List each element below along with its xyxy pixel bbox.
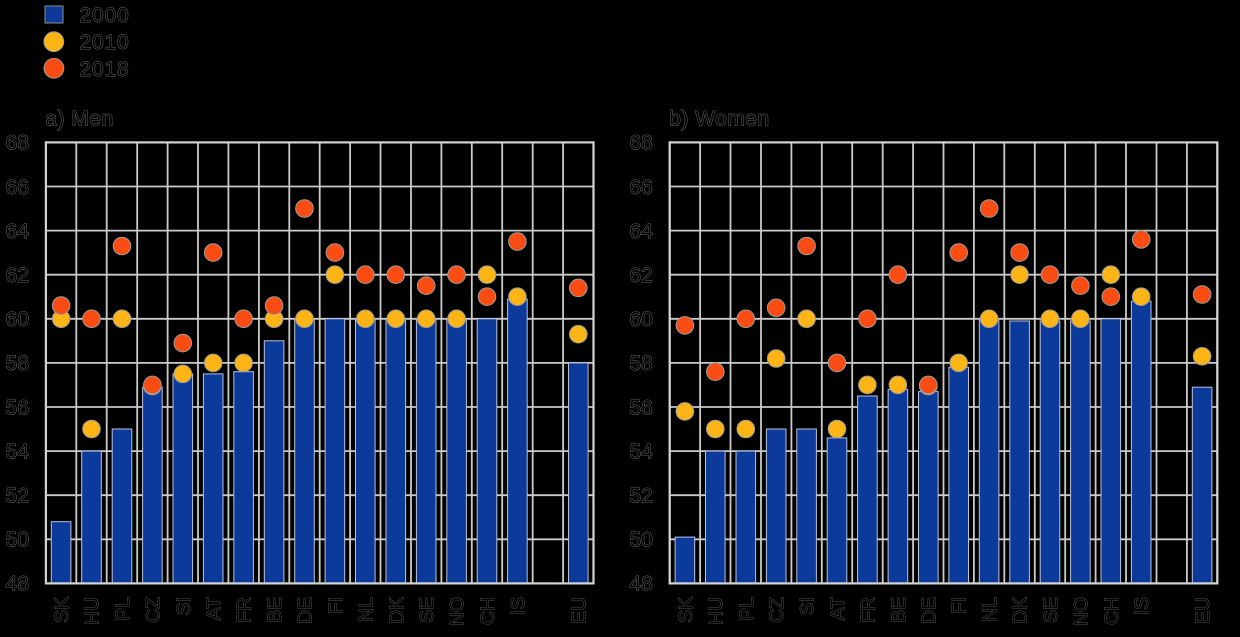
svg-text:NO: NO [447,597,469,626]
svg-text:IS: IS [1131,597,1153,615]
svg-text:AT: AT [827,597,849,621]
svg-text:68: 68 [6,132,29,155]
svg-text:FR: FR [234,597,256,623]
svg-text:64: 64 [629,220,653,243]
svg-text:68: 68 [629,132,652,155]
svg-text:62: 62 [6,264,29,287]
svg-text:SE: SE [416,597,438,623]
svg-text:IS: IS [507,597,529,615]
svg-text:60: 60 [6,308,29,331]
svg-text:CZ: CZ [766,597,788,623]
svg-text:DK: DK [1010,597,1032,624]
svg-text:DK: DK [386,597,408,624]
svg-text:HU: HU [705,597,727,625]
svg-text:b) Women: b) Women [669,108,769,131]
svg-text:EU: EU [1192,597,1214,624]
svg-text:52: 52 [629,485,652,508]
svg-text:56: 56 [6,396,29,419]
svg-text:FI: FI [949,597,971,614]
svg-text:NL: NL [979,597,1001,622]
svg-text:CH: CH [477,597,499,625]
svg-text:AT: AT [203,597,225,621]
svg-text:54: 54 [629,440,653,463]
svg-text:CH: CH [1101,597,1123,625]
svg-text:BE: BE [888,597,910,623]
svg-text:52: 52 [6,485,29,508]
svg-text:66: 66 [6,176,29,199]
svg-text:50: 50 [629,529,652,552]
svg-text:NO: NO [1070,597,1092,626]
svg-text:66: 66 [629,176,652,199]
svg-text:SK: SK [51,597,73,623]
svg-text:50: 50 [6,529,29,552]
svg-text:2010: 2010 [80,31,130,54]
svg-text:58: 58 [6,352,29,375]
svg-text:2018: 2018 [80,58,130,81]
svg-text:DE: DE [295,597,317,624]
svg-text:48: 48 [6,573,29,596]
svg-text:SK: SK [675,597,697,623]
svg-text:SI: SI [173,597,195,615]
svg-text:EU: EU [568,597,590,624]
svg-text:2000: 2000 [80,4,130,27]
svg-text:NL: NL [355,597,377,622]
svg-text:54: 54 [6,440,30,463]
svg-text:FI: FI [325,597,347,614]
svg-text:a) Men: a) Men [45,108,113,131]
svg-text:SE: SE [1040,597,1062,623]
svg-text:SI: SI [797,597,819,615]
svg-text:PL: PL [112,597,134,621]
svg-text:60: 60 [629,308,652,331]
svg-text:DE: DE [918,597,940,624]
svg-text:CZ: CZ [142,597,164,623]
svg-text:58: 58 [629,352,652,375]
svg-text:FR: FR [857,597,879,623]
svg-text:BE: BE [264,597,286,623]
svg-text:56: 56 [629,396,652,419]
svg-text:HU: HU [82,597,104,625]
svg-text:48: 48 [629,573,652,596]
svg-text:62: 62 [629,264,652,287]
svg-text:PL: PL [736,597,758,621]
svg-text:64: 64 [6,220,30,243]
